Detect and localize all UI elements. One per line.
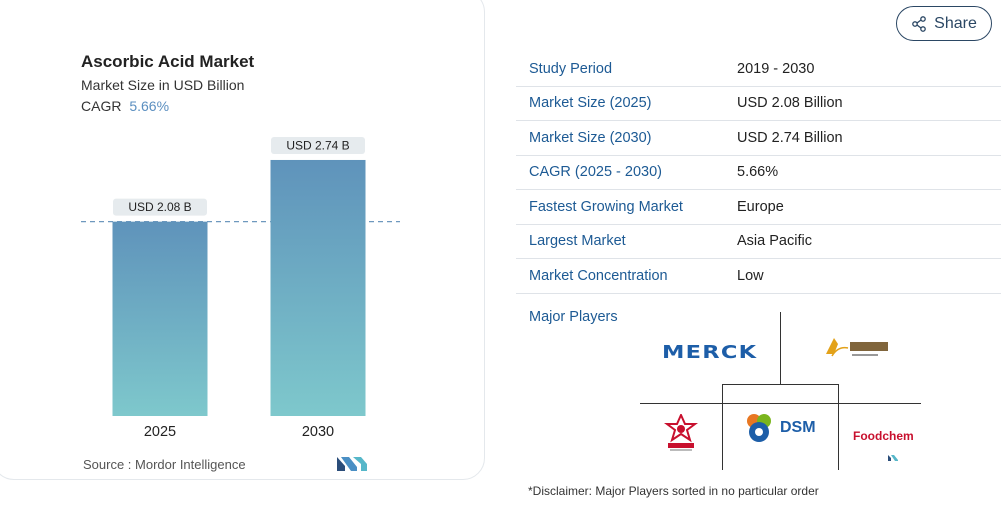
row-value: 5.66% bbox=[737, 164, 779, 181]
table-row: Study Period 2019 - 2030 bbox=[516, 52, 1001, 87]
cagr-label: CAGR bbox=[81, 98, 122, 114]
table-row: Market Concentration Low bbox=[516, 259, 1001, 294]
chart-title: Ascorbic Acid Market bbox=[81, 52, 255, 71]
row-label: Study Period bbox=[529, 60, 613, 77]
row-value: Low bbox=[737, 267, 764, 284]
table-row: Largest Market Asia Pacific bbox=[516, 225, 1001, 259]
data-label-bg bbox=[113, 198, 207, 216]
row-label: Market Size (2025) bbox=[529, 95, 652, 112]
table-row: Market Size (2030) USD 2.74 Billion bbox=[516, 121, 1001, 156]
table-row: Market Size (2025) USD 2.08 Billion bbox=[516, 87, 1001, 121]
divider bbox=[722, 384, 838, 385]
bar-chart: USD 2.08 B 2025 USD 2.74 B 2030 bbox=[81, 136, 400, 440]
row-label: Largest Market bbox=[529, 233, 626, 250]
data-label: USD 2.74 B bbox=[286, 138, 349, 152]
bar-2030 bbox=[270, 159, 366, 416]
chart-card bbox=[0, 0, 485, 480]
table-row: Fastest Growing Market Europe bbox=[516, 190, 1001, 225]
chart-cagr: CAGR 5.66% bbox=[81, 98, 169, 114]
dsm-logo: DSM bbox=[743, 412, 816, 444]
bar-2025 bbox=[112, 221, 208, 416]
cagr-value: 5.66% bbox=[129, 98, 170, 114]
data-label-bg bbox=[271, 136, 365, 154]
chart-subtitle: Market Size in USD Billion bbox=[81, 77, 245, 93]
divider bbox=[640, 403, 921, 404]
data-label: USD 2.08 B bbox=[128, 200, 191, 214]
divider bbox=[722, 384, 723, 470]
x-tick-label: 2025 bbox=[144, 424, 176, 440]
divider bbox=[780, 312, 781, 384]
dsm-mark-icon bbox=[747, 414, 771, 442]
luwei-pharma-logo bbox=[826, 338, 888, 357]
row-label: Market Concentration bbox=[529, 267, 668, 284]
share-label: Share bbox=[934, 14, 977, 32]
row-value: USD 2.74 Billion bbox=[737, 129, 843, 146]
share-button[interactable]: Share bbox=[896, 6, 992, 41]
mordor-mini-logo bbox=[888, 455, 898, 461]
row-label: Market Size (2030) bbox=[529, 129, 652, 146]
row-value: Asia Pacific bbox=[737, 233, 812, 250]
divider bbox=[838, 384, 839, 470]
major-players-label: Major Players bbox=[529, 309, 618, 325]
row-value: Europe bbox=[737, 198, 784, 215]
merck-logo: MERCK bbox=[662, 342, 758, 363]
mordor-intelligence-logo bbox=[337, 457, 367, 471]
market-summary-table: Study Period 2019 - 2030 Market Size (20… bbox=[516, 52, 1001, 294]
major-players-grid: MERCK DSM Foodchem bbox=[640, 312, 921, 472]
table-row: CAGR (2025 - 2030) 5.66% bbox=[516, 156, 1001, 190]
row-value: 2019 - 2030 bbox=[737, 60, 815, 77]
x-tick-label: 2030 bbox=[302, 424, 334, 440]
northeast-pharma-logo bbox=[664, 414, 698, 451]
chart-source: Source : Mordor Intelligence bbox=[83, 457, 246, 472]
disclaimer: *Disclaimer: Major Players sorted in no … bbox=[528, 484, 819, 498]
row-value: USD 2.08 Billion bbox=[737, 95, 843, 112]
row-label: Fastest Growing Market bbox=[529, 198, 683, 215]
row-label: CAGR (2025 - 2030) bbox=[529, 164, 662, 181]
share-icon bbox=[912, 15, 926, 32]
foodchem-logo: Foodchem bbox=[853, 429, 914, 443]
